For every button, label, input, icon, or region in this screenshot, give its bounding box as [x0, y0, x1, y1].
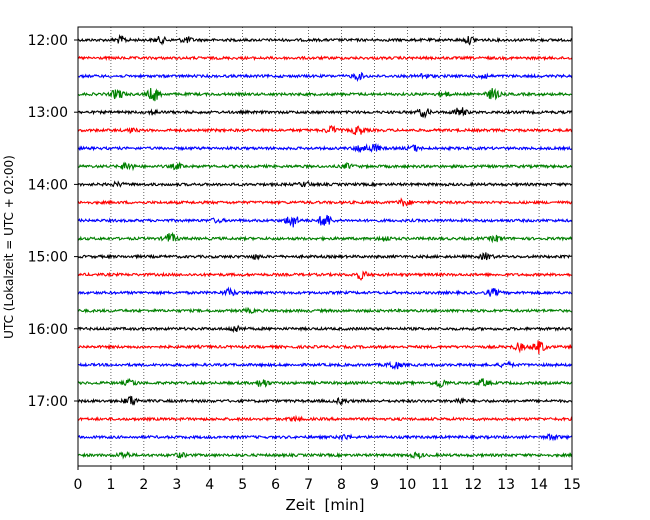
- trace-1600: [77, 324, 573, 334]
- trace-1530: [77, 286, 573, 297]
- y-tick-label: 17:00: [28, 394, 68, 410]
- trace-1230: [77, 71, 573, 83]
- trace-1200: [77, 33, 573, 46]
- trace-1330: [77, 143, 573, 153]
- grid-lines: [110, 27, 540, 466]
- x-tick-label: 15: [563, 477, 581, 493]
- x-tick-label: 6: [271, 477, 280, 493]
- x-tick-label: 3: [172, 477, 181, 493]
- trace-1745: [77, 450, 573, 460]
- x-tick-label: 2: [139, 477, 148, 493]
- plot-frame: [77, 26, 573, 467]
- y-tick-label: 12:00: [28, 33, 68, 49]
- trace-1430: [77, 214, 573, 228]
- x-tick-label: 11: [431, 477, 449, 493]
- trace-1300: [77, 107, 573, 119]
- x-tick-label: 9: [370, 477, 379, 493]
- trace-1415: [77, 197, 573, 207]
- trace-1715: [77, 414, 573, 423]
- trace-1730: [77, 433, 573, 442]
- trace-1315: [77, 125, 573, 136]
- x-axis-title: Zeit [min]: [285, 496, 364, 514]
- y-tick-label: 14:00: [28, 177, 68, 193]
- x-tick-label: 13: [497, 477, 515, 493]
- x-axis-ticks: 0 1 2 3 4 5 6 7 8 9 10 11 12 13 14 15: [74, 466, 581, 493]
- y-axis-title: UTC (Lokalzeit = UTC + 02:00): [2, 155, 16, 339]
- x-tick-label: 10: [398, 477, 416, 493]
- trace-1645: [77, 377, 573, 389]
- trace-1515: [77, 270, 573, 281]
- trace-1500: [77, 252, 573, 261]
- x-tick-label: 1: [106, 477, 115, 493]
- x-tick-label: 14: [530, 477, 548, 493]
- trace-1345: [77, 161, 573, 172]
- trace-1445: [77, 231, 573, 244]
- trace-1700: [77, 395, 573, 406]
- trace-1245: [77, 87, 573, 102]
- y-tick-label: 15:00: [28, 250, 68, 266]
- x-tick-label: 5: [238, 477, 247, 493]
- trace-1630: [77, 360, 573, 371]
- y-axis-ticks: 12:00 13:00 14:00 15:00 16:00 17:00: [28, 33, 78, 410]
- x-tick-label: 12: [464, 477, 482, 493]
- x-tick-label: 0: [74, 477, 83, 493]
- seismic-traces: [77, 33, 573, 460]
- trace-1215: [77, 55, 573, 62]
- trace-1400: [77, 180, 573, 188]
- x-tick-label: 4: [205, 477, 214, 493]
- x-tick-label: 8: [337, 477, 346, 493]
- x-tick-label: 7: [304, 477, 313, 493]
- y-tick-label: 16:00: [28, 322, 68, 338]
- trace-1545: [78, 306, 573, 314]
- trace-1615: [77, 340, 573, 355]
- y-tick-label: 13:00: [28, 105, 68, 121]
